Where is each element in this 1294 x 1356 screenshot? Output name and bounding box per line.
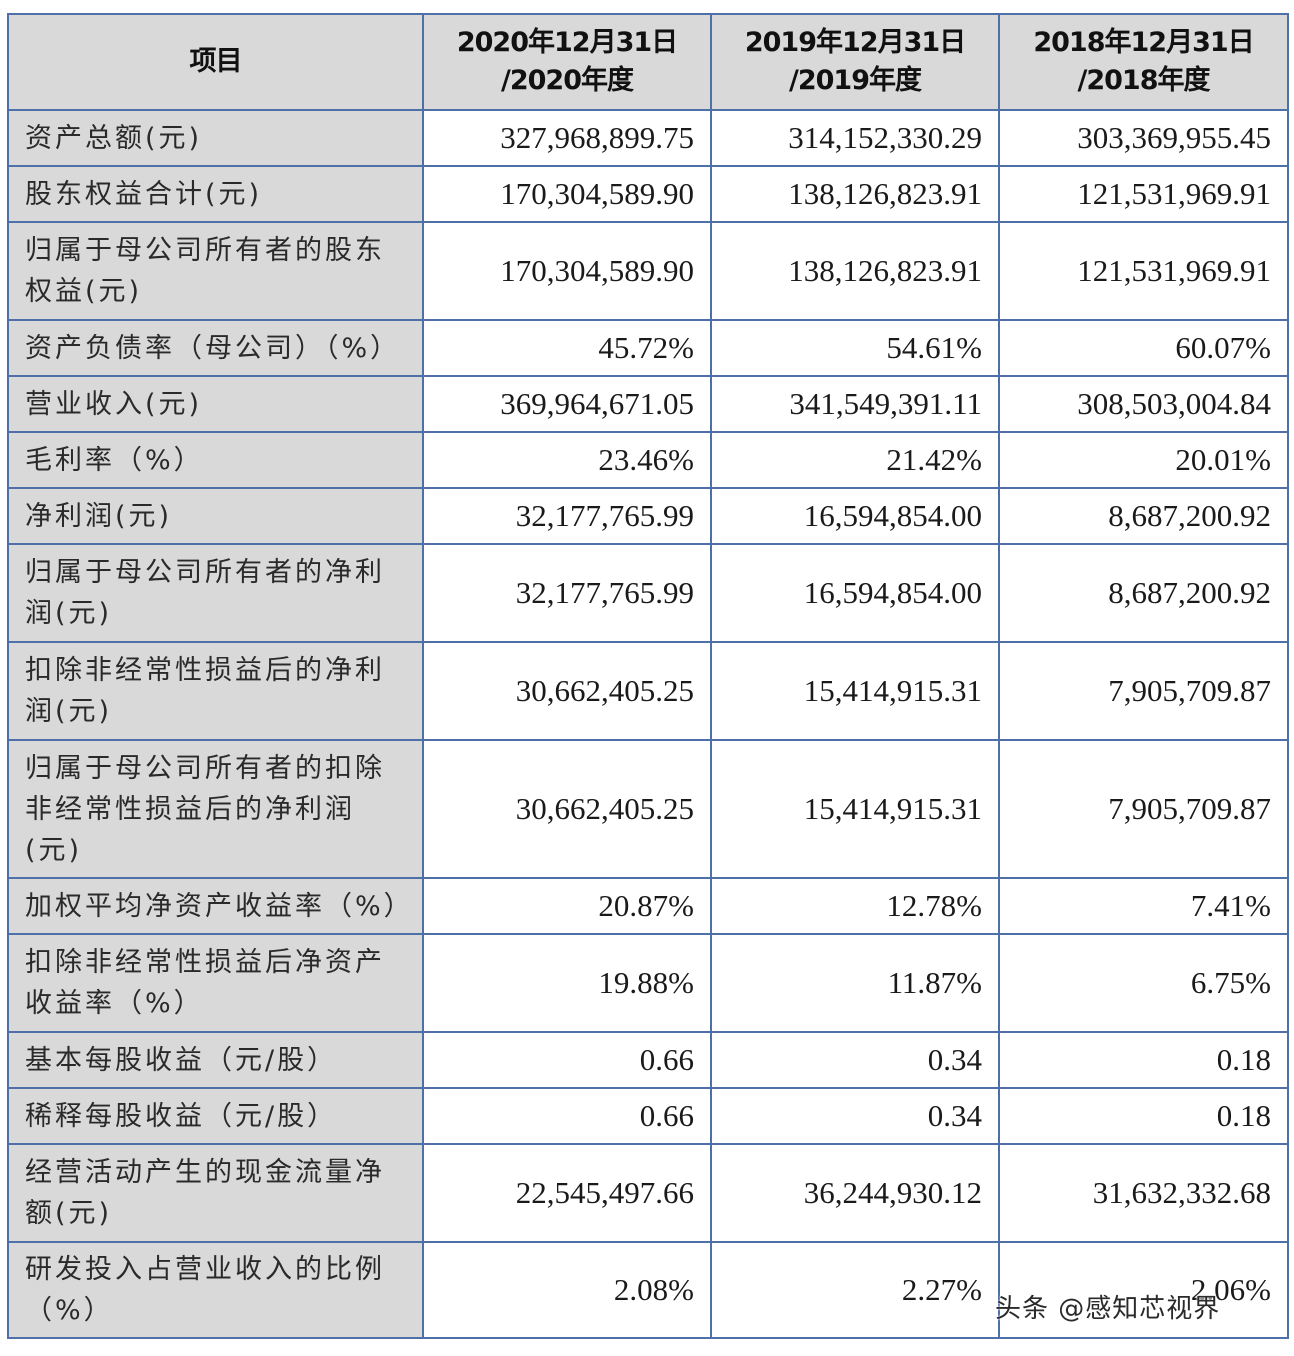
table-row: 加权平均净资产收益率（%） 20.87% 12.78% 7.41%	[7, 877, 1289, 935]
value-2019: 138,126,823.91	[710, 221, 1000, 321]
value-2019: 16,594,854.00	[710, 543, 1000, 643]
row-label: 资产负债率（母公司）（%）	[7, 319, 424, 377]
value-2020: 45.72%	[422, 319, 712, 377]
value-2018: 303,369,955.45	[998, 109, 1289, 167]
value-2018: 8,687,200.92	[998, 543, 1289, 643]
row-label: 基本每股收益（元/股）	[7, 1031, 424, 1089]
row-label: 归属于母公司所有者的净利润(元)	[7, 543, 424, 643]
header-2020-date: 2020年12月31日	[456, 27, 678, 58]
row-label: 扣除非经常性损益后净资产收益率（%）	[7, 933, 424, 1033]
row-label: 营业收入(元)	[7, 375, 424, 433]
header-2018-date: 2018年12月31日	[1033, 27, 1254, 58]
value-2018: 0.18	[998, 1031, 1289, 1089]
header-2020: 2020年12月31日 /2020年度	[422, 13, 712, 111]
header-item-label: 项目	[189, 46, 243, 77]
value-2020: 170,304,589.90	[422, 221, 712, 321]
value-2019: 15,414,915.31	[710, 739, 1000, 879]
value-2020: 0.66	[422, 1031, 712, 1089]
value-2019: 54.61%	[710, 319, 1000, 377]
value-2019: 0.34	[710, 1087, 1000, 1145]
header-2019-year: /2019年度	[788, 65, 922, 96]
value-2020: 30,662,405.25	[422, 641, 712, 741]
row-label: 研发投入占营业收入的比例（%）	[7, 1241, 424, 1339]
row-label: 扣除非经常性损益后的净利润(元)	[7, 641, 424, 741]
value-2018: 308,503,004.84	[998, 375, 1289, 433]
value-2018: 121,531,969.91	[998, 165, 1289, 223]
table-row: 资产总额(元) 327,968,899.75 314,152,330.29 303,3…	[7, 109, 1289, 167]
financial-summary-table: 项目 2020年12月31日 /2020年度 2019年12月31日 /2019…	[7, 13, 1289, 1339]
value-2019: 0.34	[710, 1031, 1000, 1089]
value-2020: 23.46%	[422, 431, 712, 489]
header-2020-year: /2020年度	[500, 65, 634, 96]
value-2020: 20.87%	[422, 877, 712, 935]
table-row: 扣除非经常性损益后净资产收益率（%） 19.88% 11.87% 6.75%	[7, 933, 1289, 1033]
watermark: 头条 @感知芯视界	[995, 1294, 1221, 1324]
header-2018: 2018年12月31日 /2018年度	[998, 13, 1289, 111]
row-label: 加权平均净资产收益率（%）	[7, 877, 424, 935]
value-2020: 32,177,765.99	[422, 487, 712, 545]
value-2019: 36,244,930.12	[710, 1143, 1000, 1243]
table-row: 股东权益合计(元) 170,304,589.90 138,126,823.91 121…	[7, 165, 1289, 223]
value-2018: 7,905,709.87	[998, 641, 1289, 741]
row-label: 股东权益合计(元)	[7, 165, 424, 223]
value-2018: 121,531,969.91	[998, 221, 1289, 321]
row-label: 毛利率（%）	[7, 431, 424, 489]
table-row: 稀释每股收益（元/股） 0.66 0.34 0.18	[7, 1087, 1289, 1145]
value-2018: 31,632,332.68	[998, 1143, 1289, 1243]
table-row: 净利润(元) 32,177,765.99 16,594,854.00 8,687,20…	[7, 487, 1289, 545]
row-label: 归属于母公司所有者的扣除非经常性损益后的净利润(元)	[7, 739, 424, 879]
value-2019: 15,414,915.31	[710, 641, 1000, 741]
value-2019: 21.42%	[710, 431, 1000, 489]
table-body: 资产总额(元) 327,968,899.75 314,152,330.29 303,3…	[7, 109, 1289, 1339]
value-2018: 7,905,709.87	[998, 739, 1289, 879]
table-row: 营业收入(元) 369,964,671.05 341,549,391.11 308,5…	[7, 375, 1289, 433]
value-2018: 0.18	[998, 1087, 1289, 1145]
header-2019: 2019年12月31日 /2019年度	[710, 13, 1000, 111]
row-label: 资产总额(元)	[7, 109, 424, 167]
value-2020: 0.66	[422, 1087, 712, 1145]
table-row: 基本每股收益（元/股） 0.66 0.34 0.18	[7, 1031, 1289, 1089]
value-2019: 16,594,854.00	[710, 487, 1000, 545]
value-2019: 2.27%	[710, 1241, 1000, 1339]
value-2018: 6.75%	[998, 933, 1289, 1033]
header-2018-year: /2018年度	[1077, 65, 1210, 96]
table-row: 研发投入占营业收入的比例（%） 2.08% 2.27% 2.06%	[7, 1241, 1289, 1339]
value-2018: 7.41%	[998, 877, 1289, 935]
value-2018: 8,687,200.92	[998, 487, 1289, 545]
header-item: 项目	[7, 13, 424, 111]
value-2018: 20.01%	[998, 431, 1289, 489]
value-2019: 12.78%	[710, 877, 1000, 935]
value-2019: 314,152,330.29	[710, 109, 1000, 167]
table-row: 毛利率（%） 23.46% 21.42% 20.01%	[7, 431, 1289, 489]
value-2020: 30,662,405.25	[422, 739, 712, 879]
table-row: 资产负债率（母公司）（%） 45.72% 54.61% 60.07%	[7, 319, 1289, 377]
header-2019-date: 2019年12月31日	[744, 27, 966, 58]
table-header-row: 项目 2020年12月31日 /2020年度 2019年12月31日 /2019…	[7, 13, 1289, 111]
value-2020: 369,964,671.05	[422, 375, 712, 433]
row-label: 净利润(元)	[7, 487, 424, 545]
table-row: 扣除非经常性损益后的净利润(元) 30,662,405.25 15,414,915.…	[7, 641, 1289, 741]
row-label: 归属于母公司所有者的股东权益(元)	[7, 221, 424, 321]
value-2018: 60.07%	[998, 319, 1289, 377]
financial-summary-table-container: 项目 2020年12月31日 /2020年度 2019年12月31日 /2019…	[7, 13, 1289, 1339]
value-2020: 19.88%	[422, 933, 712, 1033]
row-label: 稀释每股收益（元/股）	[7, 1087, 424, 1145]
value-2019: 11.87%	[710, 933, 1000, 1033]
value-2019: 341,549,391.11	[710, 375, 1000, 433]
row-label: 经营活动产生的现金流量净额(元)	[7, 1143, 424, 1243]
table-row: 归属于母公司所有者的净利润(元) 32,177,765.99 16,594,854.…	[7, 543, 1289, 643]
table-row: 归属于母公司所有者的股东权益(元) 170,304,589.90 138,126,8…	[7, 221, 1289, 321]
table-row: 经营活动产生的现金流量净额(元) 22,545,497.66 36,244,930.…	[7, 1143, 1289, 1243]
value-2020: 327,968,899.75	[422, 109, 712, 167]
value-2019: 138,126,823.91	[710, 165, 1000, 223]
table-row: 归属于母公司所有者的扣除非经常性损益后的净利润(元) 30,662,405.25 1…	[7, 739, 1289, 879]
value-2020: 2.08%	[422, 1241, 712, 1339]
value-2020: 22,545,497.66	[422, 1143, 712, 1243]
value-2020: 32,177,765.99	[422, 543, 712, 643]
value-2020: 170,304,589.90	[422, 165, 712, 223]
value-2018: 2.06%	[998, 1241, 1289, 1339]
